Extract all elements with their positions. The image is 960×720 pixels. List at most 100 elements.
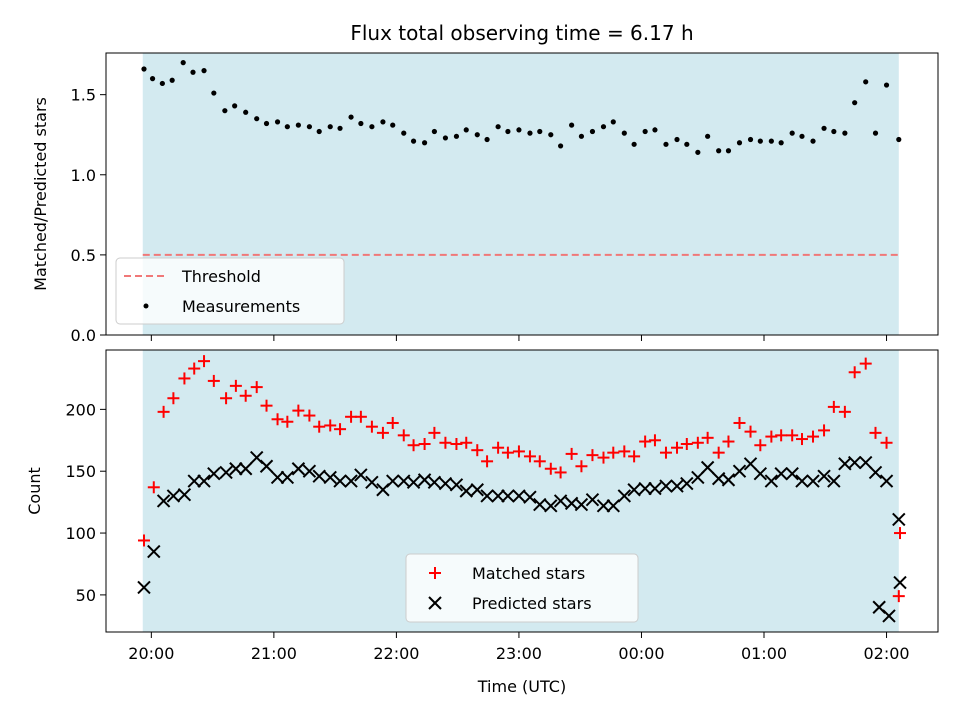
measurement-point — [757, 138, 763, 144]
measurement-point — [600, 124, 607, 130]
measurement-point — [736, 140, 743, 146]
matched-star-point — [418, 438, 431, 450]
predicted-star-stroke-b — [270, 470, 285, 485]
measurement-point — [799, 133, 805, 139]
predicted-star-point — [648, 481, 662, 496]
predicted-star-stroke-b — [627, 483, 641, 497]
matched-star-point — [680, 438, 693, 450]
predicted-star-point — [365, 475, 379, 490]
measurement-point — [263, 120, 270, 127]
matched-star-point — [281, 415, 294, 428]
bottom-x-ticks: 20:00 21:00 22:00 23:00 00:00 01:00 02:00 — [128, 632, 910, 663]
measurement-point — [254, 116, 260, 122]
measurement-point — [159, 80, 165, 87]
measurement-point — [484, 136, 490, 143]
measurement-point — [725, 148, 732, 154]
predicted-star-stroke-b — [147, 544, 161, 559]
measurement-point — [695, 149, 701, 155]
matched-star-point — [671, 441, 684, 454]
matched-star-point — [271, 413, 284, 426]
bottom-y-tick-label: 150 — [65, 462, 96, 481]
measurement-point — [495, 124, 501, 130]
measurement-point — [222, 108, 228, 114]
predicted-star-stroke-b — [438, 476, 453, 491]
matched-star-point — [354, 410, 367, 423]
measurement-point — [872, 130, 879, 136]
predicted-star-stroke-b — [847, 455, 862, 470]
predicted-star-point — [449, 478, 464, 492]
predicted-star-point — [638, 481, 652, 496]
predicted-star-point — [417, 473, 432, 487]
chart-title: Flux total observing time = 6.17 h — [350, 21, 693, 45]
matched-star-point — [220, 392, 233, 405]
top-legend: Threshold Measurements — [115, 257, 345, 325]
predicted-star-point — [892, 512, 906, 527]
predicted-star-point — [827, 474, 841, 488]
x-tick-label: 22:00 — [373, 644, 419, 663]
predicted-star-stroke-b — [459, 484, 473, 498]
predicted-star-point — [680, 476, 694, 491]
predicted-star-stroke-b — [868, 465, 883, 480]
predicted-star-point — [721, 473, 736, 487]
bottom-axes-frame — [105, 349, 939, 633]
matched-star-point — [137, 534, 150, 547]
predicted-star-stroke-b — [354, 468, 368, 482]
predicted-star-point — [544, 499, 558, 513]
predicted-star-stroke-b — [606, 499, 620, 513]
legend-predicted-swatch — [428, 596, 442, 610]
legend-measurement-label: Measurements — [182, 297, 300, 316]
predicted-star-point — [847, 455, 862, 470]
measurement-point — [401, 130, 407, 136]
predicted-star-stroke-b — [323, 470, 337, 485]
matched-star-point — [544, 462, 557, 475]
measurement-point — [610, 119, 616, 125]
matched-star-point — [648, 434, 661, 447]
matched-star-point — [239, 389, 252, 402]
measurement-point — [652, 127, 658, 133]
predicted-star-stroke-b — [659, 479, 673, 493]
measurement-point — [369, 124, 375, 130]
predicted-star-stroke-b — [872, 600, 886, 614]
matched-star-point — [848, 366, 861, 379]
predicted-star-stroke-b — [229, 462, 243, 476]
measurement-point — [810, 138, 816, 144]
predicted-star-point — [606, 499, 620, 513]
predicted-star-point — [774, 466, 788, 481]
measurement-point — [284, 124, 290, 130]
measurement-point — [842, 130, 848, 136]
matched-star-point — [838, 405, 851, 418]
measurement-point — [141, 66, 147, 72]
x-tick-label: 21:00 — [251, 644, 297, 663]
predicted-star-stroke-b — [197, 474, 211, 488]
predicted-star-point — [156, 494, 171, 508]
predicted-star-stroke-b — [417, 473, 432, 487]
measurement-point — [557, 143, 564, 149]
measurement-point — [306, 124, 313, 130]
matched-star-point — [471, 444, 484, 457]
matched-star-point — [607, 446, 620, 459]
predicted-star-point — [785, 466, 799, 481]
predicted-star-stroke-b — [219, 465, 233, 480]
predicted-star-point — [627, 483, 641, 497]
predicted-star-point — [207, 466, 221, 481]
predicted-star-point — [806, 474, 820, 488]
measurement-point — [705, 133, 711, 139]
matched-star-point — [334, 423, 347, 436]
measurement-point — [505, 128, 511, 135]
matched-stars-points — [137, 355, 907, 603]
measurement-point — [896, 136, 902, 143]
measurement-point — [463, 127, 469, 133]
predicted-star-stroke-b — [638, 481, 652, 496]
matched-star-point — [376, 426, 389, 439]
x-tick-label: 20:00 — [128, 644, 174, 663]
predicted-star-stroke-b — [893, 575, 907, 590]
predicted-star-point — [344, 474, 358, 488]
matched-star-point — [492, 441, 505, 454]
top-y-axis-label: Matched/Predicted stars — [31, 97, 50, 291]
matched-star-point — [712, 446, 725, 459]
predicted-star-stroke-b — [732, 464, 747, 478]
predicted-star-stroke-b — [512, 489, 526, 503]
predicted-star-stroke-b — [827, 474, 841, 488]
measurement-point — [453, 133, 460, 139]
